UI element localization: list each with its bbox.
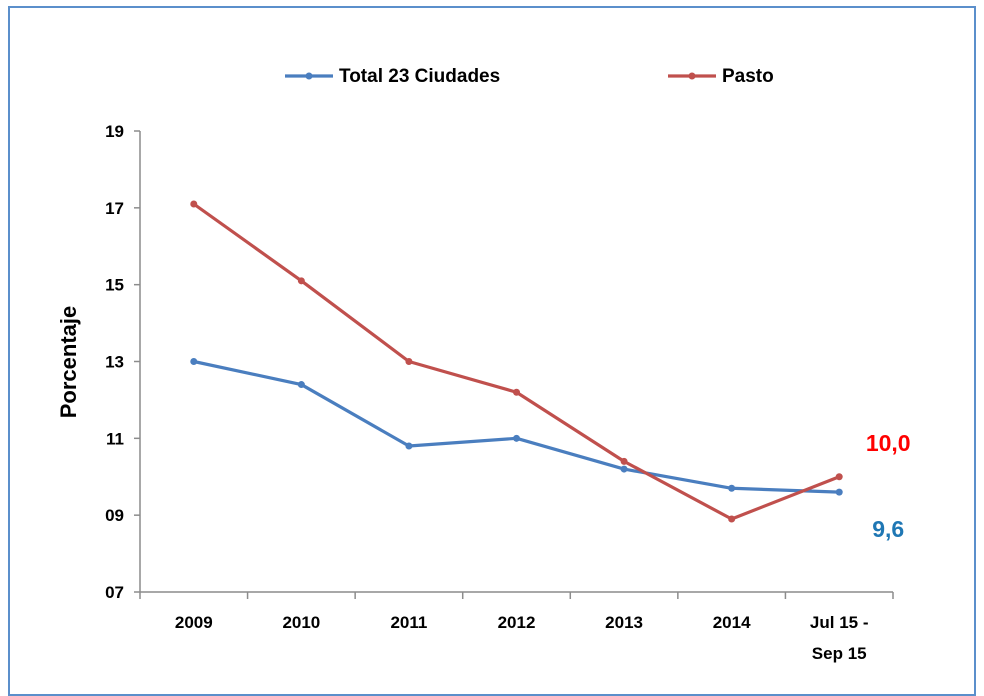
y-tick-label: 19 bbox=[105, 122, 124, 141]
data-point bbox=[513, 434, 520, 442]
legend-label: Total 23 Ciudades bbox=[339, 66, 500, 87]
legend-item: Pasto bbox=[668, 66, 774, 87]
axes: 07 09 11 13 15 17 19 2009 2010 2011 2012 2013 2014 Ju… bbox=[105, 122, 894, 663]
x-tick-label: 2013 bbox=[605, 613, 643, 632]
x-tick-label: 2009 bbox=[175, 613, 213, 632]
y-tick-label: 15 bbox=[105, 276, 124, 295]
end-data-label: 10,0 bbox=[866, 430, 911, 456]
y-tick-label: 07 bbox=[105, 583, 124, 602]
data-point bbox=[620, 457, 628, 465]
x-tick-label: 2010 bbox=[282, 613, 320, 632]
legend-swatch-marker bbox=[305, 72, 313, 80]
data-point bbox=[297, 277, 305, 285]
data-point bbox=[620, 465, 628, 473]
y-axis-label: Porcentaje bbox=[56, 306, 81, 419]
series-line bbox=[192, 202, 840, 521]
data-point bbox=[728, 515, 736, 523]
data-point bbox=[835, 488, 843, 496]
data-point bbox=[835, 473, 843, 481]
y-tick-label: 13 bbox=[105, 353, 124, 372]
end-data-label: 9,6 bbox=[872, 516, 904, 542]
x-tick-label: Jul 15 -Sep 15 bbox=[810, 613, 869, 663]
series-layer: 9,6 10,0 bbox=[190, 200, 911, 542]
y-tick-label: 11 bbox=[106, 429, 124, 448]
data-point bbox=[405, 358, 413, 365]
legend-label: Pasto bbox=[722, 66, 774, 87]
data-point bbox=[297, 381, 305, 389]
line-chart: Total 23 Ciudades Pasto 07 09 11 13 15 17 19 200… bbox=[56, 66, 911, 663]
series-total-23-ciudades: 9,6 bbox=[190, 358, 904, 542]
legend: Total 23 Ciudades Pasto bbox=[285, 66, 774, 87]
x-tick-label: 2011 bbox=[390, 613, 427, 632]
legend-item: Total 23 Ciudades bbox=[285, 66, 500, 87]
y-tick-label: 09 bbox=[105, 506, 124, 525]
data-point bbox=[513, 388, 520, 396]
x-tick-label: 2012 bbox=[498, 613, 536, 632]
y-tick-label: 17 bbox=[105, 199, 124, 218]
x-tick-label: 2014 bbox=[713, 613, 751, 632]
series-line bbox=[193, 359, 840, 494]
data-point bbox=[190, 200, 198, 208]
series-pasto: 10,0 bbox=[190, 200, 911, 523]
legend-swatch-marker bbox=[688, 72, 696, 80]
data-point bbox=[728, 484, 736, 492]
data-point bbox=[190, 358, 198, 365]
data-point bbox=[405, 442, 413, 450]
